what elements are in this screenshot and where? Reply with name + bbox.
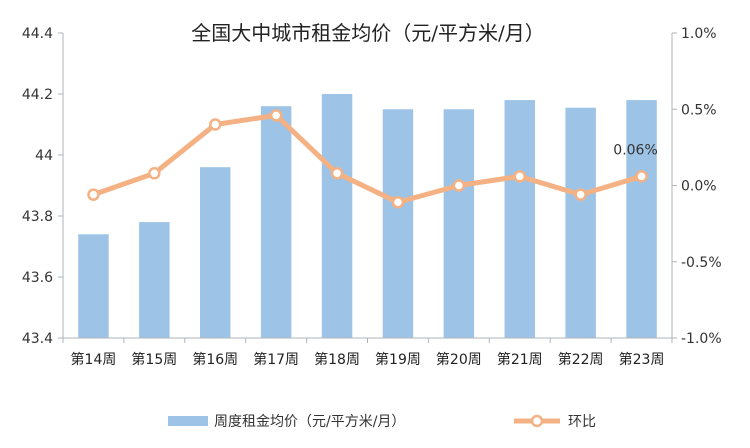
bar xyxy=(260,106,292,338)
right-tick-label: -0.5% xyxy=(681,255,722,271)
x-axis: 第14周 第15周 第16周 第17周 第18周 第19周 第20周 第21周 第22周 第23周 xyxy=(62,337,673,368)
legend-swatch-bar xyxy=(168,416,208,426)
line-point xyxy=(513,170,526,183)
data-label: 0.06% xyxy=(613,142,657,158)
chart-title: 全国大中城市租金均价（元/平方米/月） xyxy=(191,21,544,45)
x-tick-label: 第18周 xyxy=(314,351,360,368)
line-point xyxy=(148,167,161,180)
x-tick-label: 第23周 xyxy=(619,351,665,368)
legend-swatch-marker xyxy=(530,414,544,428)
legend-label-line: 环比 xyxy=(568,414,596,430)
line-point xyxy=(330,167,344,180)
right-tick-label: 1.0% xyxy=(681,26,717,42)
x-tick-label: 第14周 xyxy=(71,351,117,368)
right-tick-label: -1.0% xyxy=(681,331,722,347)
x-tick-label: 第17周 xyxy=(253,351,299,368)
x-tick-label: 第15周 xyxy=(131,351,177,368)
x-tick-label: 第21周 xyxy=(497,351,543,368)
bar-series xyxy=(78,94,657,338)
line-point xyxy=(574,188,587,201)
right-tick-label: 0.5% xyxy=(681,102,717,118)
line-point xyxy=(452,179,466,192)
left-tick-label: 44 xyxy=(35,148,53,164)
left-tick-label: 44.4 xyxy=(22,26,53,42)
legend: 周度租金均价（元/平方米/月） 环比 xyxy=(168,414,596,430)
line-series xyxy=(87,109,648,209)
line-point xyxy=(87,188,100,201)
x-tick-label: 第19周 xyxy=(375,351,421,368)
line-point xyxy=(269,109,283,122)
left-tick-label: 43.8 xyxy=(22,209,53,225)
line-path xyxy=(90,112,645,205)
bar xyxy=(565,107,596,338)
x-tick-label: 第20周 xyxy=(436,351,482,368)
annotations: 0.06% xyxy=(613,142,657,158)
line-point xyxy=(635,170,648,183)
bar xyxy=(139,222,170,338)
line-point xyxy=(391,196,405,209)
line-point xyxy=(209,118,222,131)
bar xyxy=(626,100,657,338)
bar xyxy=(443,109,475,338)
legend-label-bar: 周度租金均价（元/平方米/月） xyxy=(214,414,405,430)
left-tick-label: 44.2 xyxy=(22,87,53,103)
bar xyxy=(504,100,535,338)
x-tick-label: 第16周 xyxy=(192,351,238,368)
x-tick-label: 第22周 xyxy=(558,351,604,368)
bar xyxy=(78,234,109,338)
right-tick-label: 0.0% xyxy=(681,179,717,195)
bar xyxy=(382,109,414,338)
bar xyxy=(321,94,353,338)
left-tick-label: 43.4 xyxy=(22,331,53,347)
bar xyxy=(200,167,231,338)
right-axis: -1.0% -0.5% 0.0% 0.5% 1.0% xyxy=(671,26,722,347)
left-axis: 43.4 43.6 43.8 44 44.2 44.4 xyxy=(22,26,64,347)
left-tick-label: 43.6 xyxy=(22,270,53,286)
